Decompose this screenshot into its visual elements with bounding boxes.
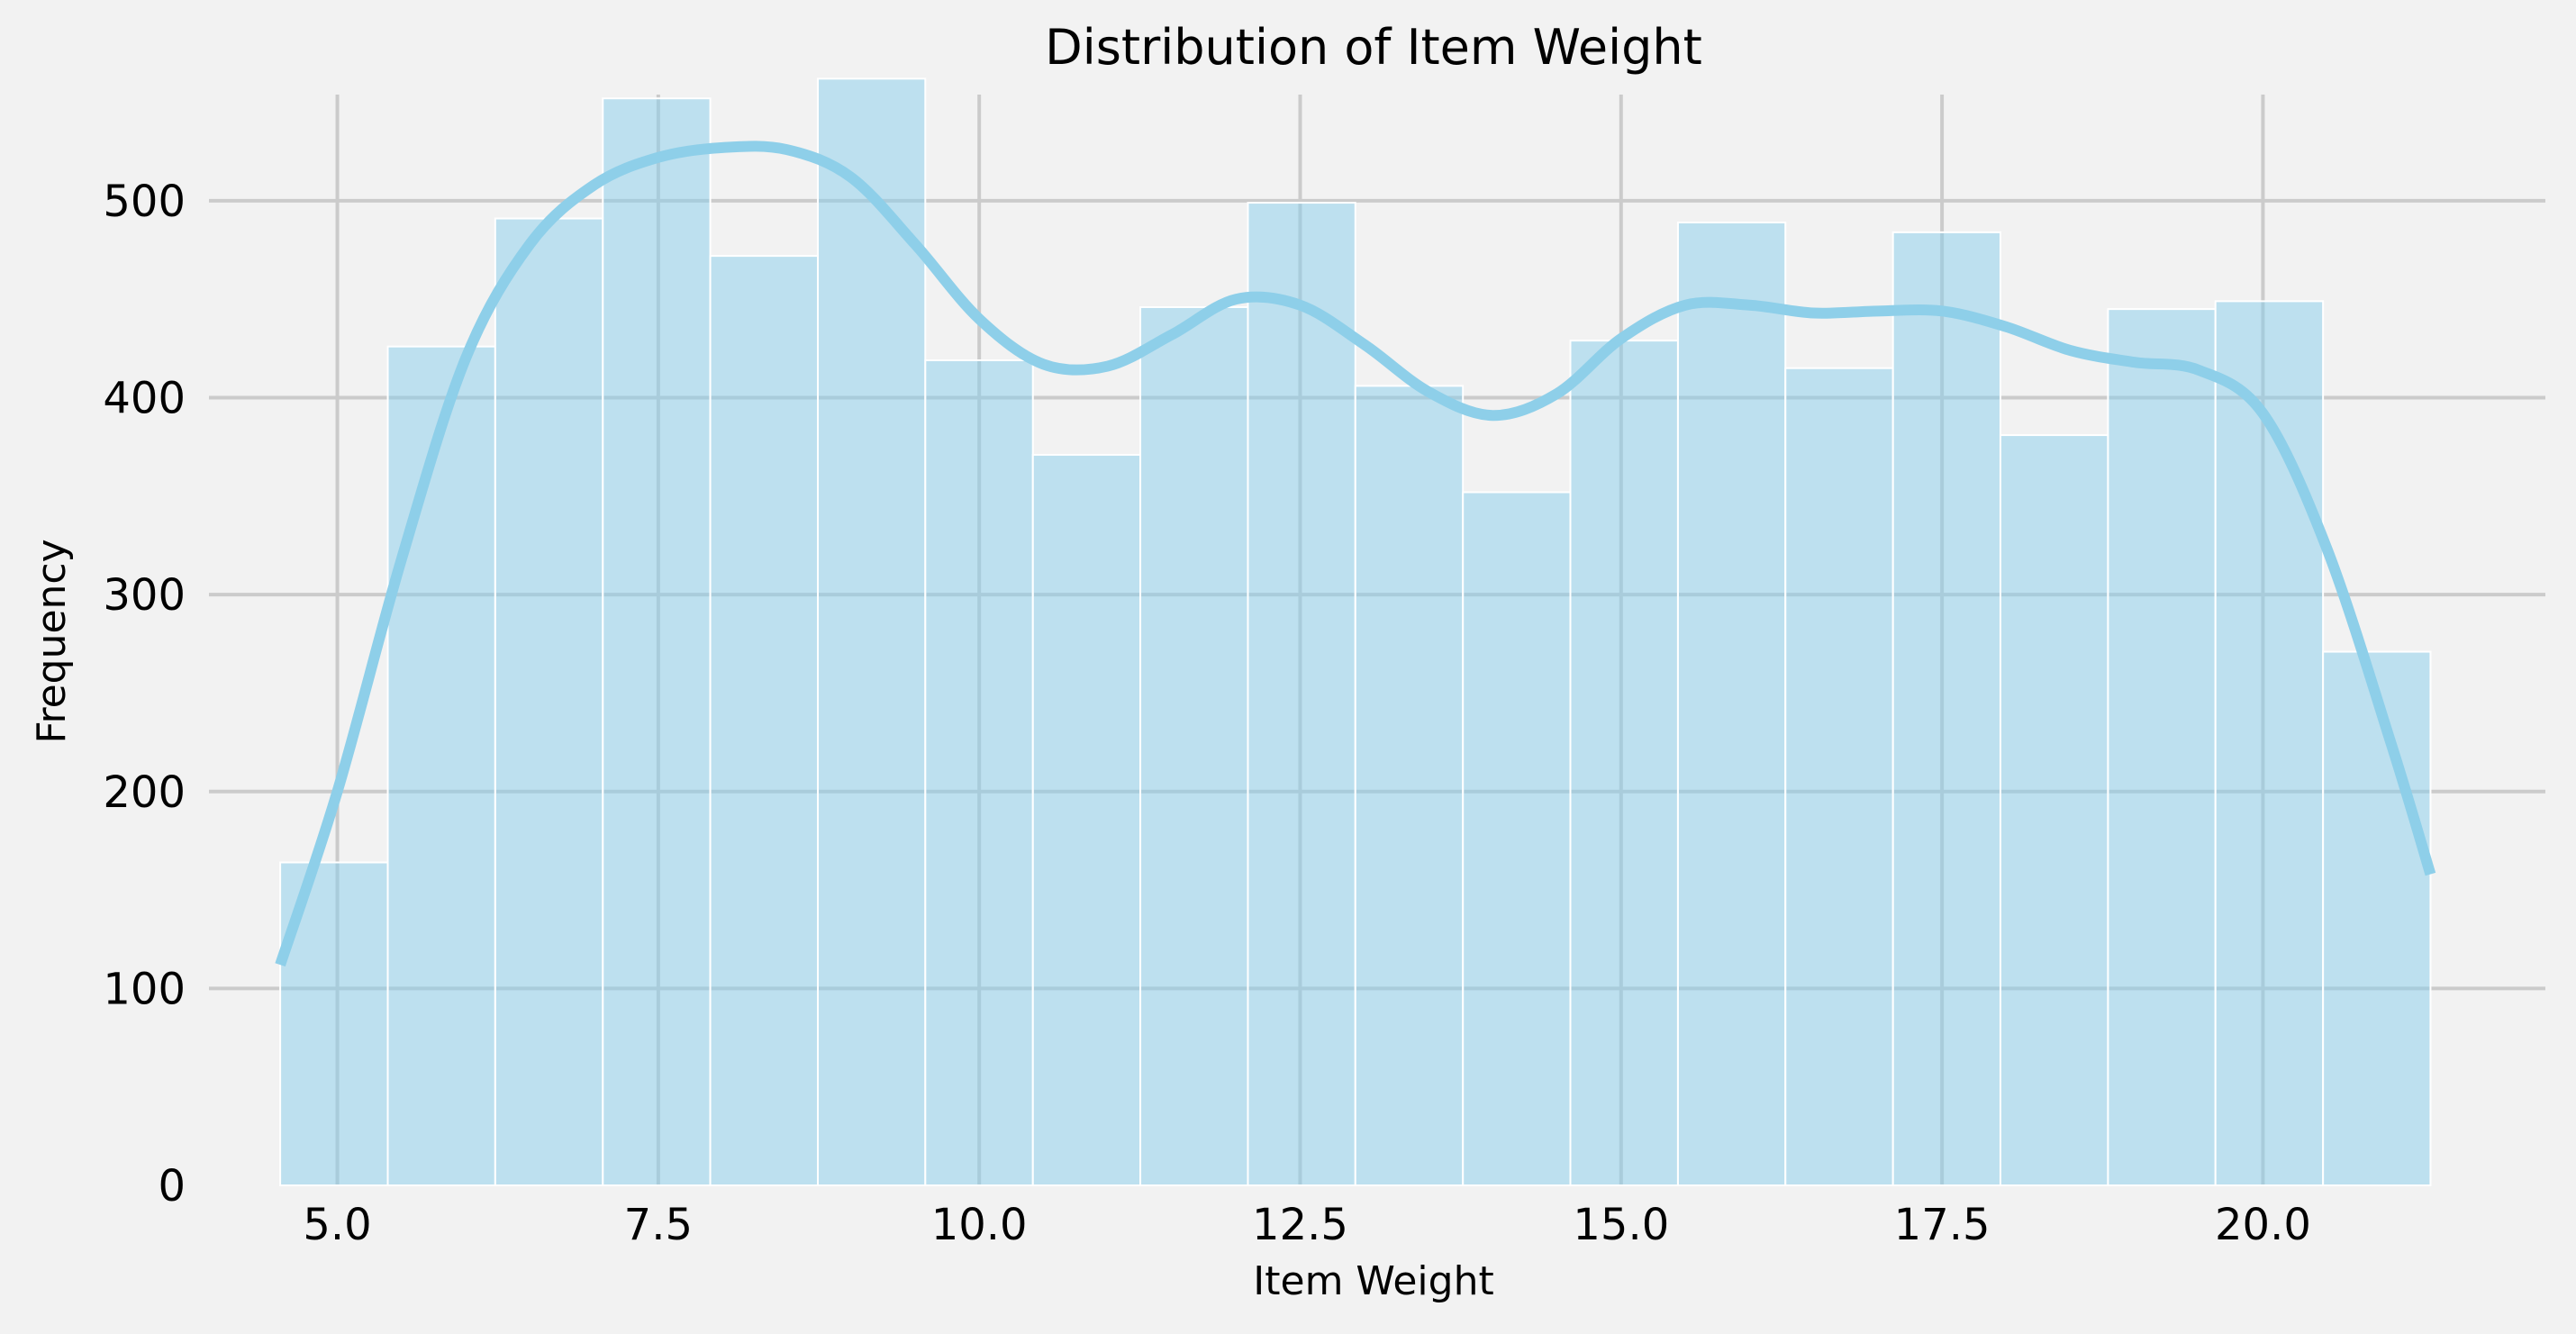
histogram-bar	[1784, 367, 1894, 1187]
histogram-bar	[2214, 300, 2325, 1186]
histogram-bar	[1891, 231, 2001, 1186]
histogram-bar	[817, 77, 927, 1187]
histogram-bar	[386, 345, 496, 1187]
chart-title: Distribution of Item Weight	[1045, 19, 1702, 76]
y-tick-label: 400	[103, 374, 186, 424]
y-tick-label: 100	[103, 964, 186, 1014]
x-axis-title: Item Weight	[1253, 1258, 1493, 1304]
y-tick-label: 200	[103, 767, 186, 818]
y-tick-label: 0	[158, 1161, 186, 1211]
histogram-bar	[1676, 221, 1787, 1186]
x-tick-label: 5.0	[303, 1200, 371, 1250]
histogram-bar	[1462, 491, 1572, 1186]
y-axis-title: Frequency	[29, 539, 75, 743]
histogram-bar	[2322, 650, 2432, 1186]
y-tick-label: 300	[103, 570, 186, 621]
x-tick-label: 15.0	[1573, 1200, 1669, 1250]
histogram-bar	[1247, 202, 1356, 1186]
histogram-bar	[1031, 453, 1142, 1186]
x-tick-label: 7.5	[624, 1200, 693, 1250]
bars-layer	[279, 77, 2432, 1187]
histogram-bar	[709, 255, 820, 1186]
x-tick-label: 12.5	[1252, 1200, 1348, 1250]
kde-layer	[275, 141, 2436, 967]
histogram-bar	[1139, 305, 1249, 1186]
histogram-bar	[2107, 308, 2217, 1186]
y-tick-label: 500	[103, 177, 186, 227]
x-tick-label: 17.5	[1894, 1200, 1991, 1250]
histogram-bar	[602, 97, 712, 1187]
histogram-bar	[1999, 434, 2109, 1186]
histogram-bar	[1354, 385, 1465, 1186]
histogram-bar	[494, 217, 604, 1187]
kde-curve	[275, 141, 2436, 967]
histogram-bar	[924, 358, 1034, 1186]
x-tick-label: 20.0	[2215, 1200, 2311, 1250]
x-tick-label: 10.0	[931, 1200, 1028, 1250]
ticks-layer: 5.0 7.5 10.0 12.5 15.0 17.5 20.0 0 100 200 300 400 5…	[103, 177, 2311, 1250]
histogram-bar	[1569, 340, 1679, 1186]
